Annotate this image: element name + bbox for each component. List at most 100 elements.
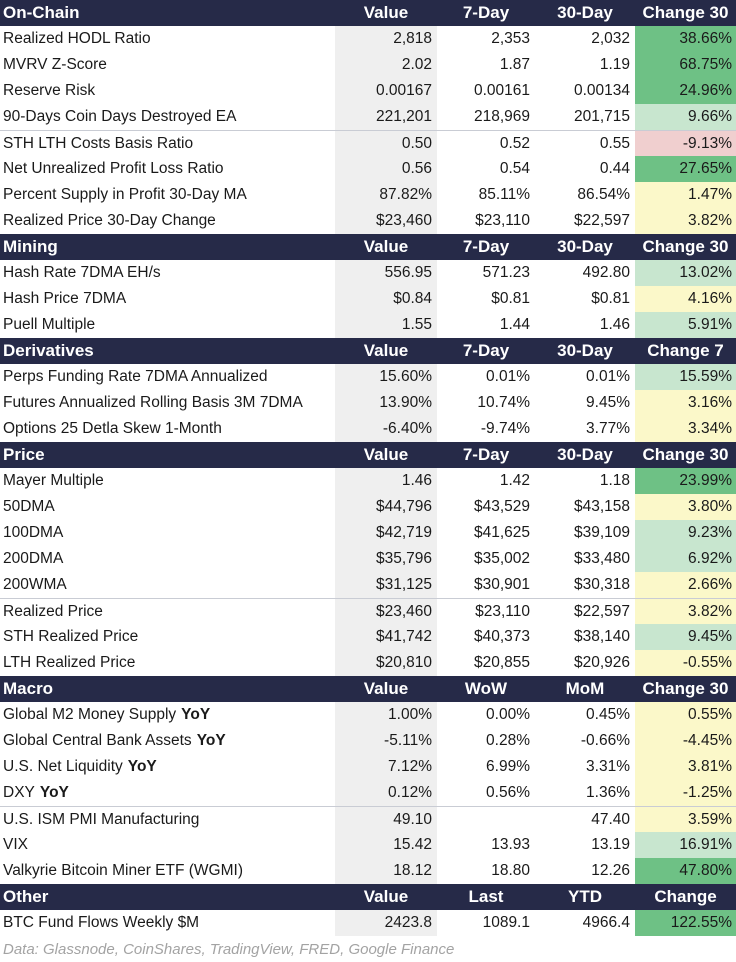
metric-name-cell: Puell Multiple <box>0 312 335 338</box>
metric-name: MVRV Z-Score <box>3 56 107 73</box>
change-cell: -1.25% <box>635 780 736 806</box>
month-cell: $22,597 <box>573 602 630 620</box>
section-header-derivatives: Derivatives Value 7-Day 30-Day Change 7 <box>0 338 736 364</box>
value-cell: 49.10 <box>335 807 437 832</box>
column-header: 30-Day <box>557 445 613 464</box>
table-row: 90-Days Coin Days Destroyed EA 221,201 218… <box>0 104 736 130</box>
metric-name-cell: Options 25 Detla Skew 1-Month <box>0 416 335 442</box>
column-header: 30-Day <box>557 341 613 360</box>
table-row: Realized Price $23,460 $23,110 $22,597 3.82% <box>0 598 736 624</box>
metric-name: U.S. Net Liquidity <box>3 758 123 775</box>
metric-name-cell: Mayer Multiple <box>0 468 335 494</box>
month-cell: 0.01% <box>586 368 630 385</box>
table-row: 200WMA $31,125 $30,901 $30,318 2.66% <box>0 572 736 598</box>
table-row: Options 25 Detla Skew 1-Month -6.40% -9.74… <box>0 416 736 442</box>
metric-name-cell: STH Realized Price <box>0 624 335 650</box>
metric-name-cell: 200WMA <box>0 572 335 598</box>
month-cell: 0.00134 <box>573 82 630 99</box>
metric-name: BTC Fund Flows Weekly $M <box>3 914 200 931</box>
section-title: Price <box>3 445 45 464</box>
table-row: Global Central Bank Assets YoY -5.11% 0.28%… <box>0 728 736 754</box>
month-cell: 2,032 <box>591 30 630 47</box>
change-cell: -0.55% <box>635 650 736 676</box>
table-row: Global M2 Money Supply YoY 1.00% 0.00% 0.45%… <box>0 702 736 728</box>
metric-name: STH Realized Price <box>3 628 139 645</box>
change-cell: 3.82% <box>635 208 736 234</box>
value-cell: 0.50 <box>335 131 437 156</box>
table-row: 50DMA $44,796 $43,529 $43,158 3.80% <box>0 494 736 520</box>
week-cell: 218,969 <box>473 108 530 125</box>
month-cell: 3.77% <box>586 420 630 437</box>
change-cell: 13.02% <box>635 260 736 286</box>
metric-name-cell: Global M2 Money Supply YoY <box>0 702 335 728</box>
week-cell: 13.93 <box>491 836 530 853</box>
metric-name: Futures Annualized Rolling Basis 3M 7DMA <box>3 394 303 411</box>
value-cell: $35,796 <box>335 546 437 572</box>
metric-name: Realized HODL Ratio <box>3 30 151 47</box>
week-cell: 1089.1 <box>482 914 530 931</box>
value-cell: 7.12% <box>335 754 437 780</box>
value-cell: 1.00% <box>335 702 437 728</box>
column-header: Value <box>363 887 409 906</box>
metric-name: 50DMA <box>3 498 55 515</box>
value-cell: 0.00167 <box>335 78 437 104</box>
month-cell: -0.66% <box>580 732 630 749</box>
table-row: VIX 15.42 13.93 13.19 16.91% <box>0 832 736 858</box>
column-header: 30-Day <box>557 237 613 256</box>
metric-name: Net Unrealized Profit Loss Ratio <box>3 160 224 177</box>
week-cell: 1.42 <box>499 472 530 489</box>
metric-name: STH LTH Costs Basis Ratio <box>3 134 194 152</box>
metric-name: Puell Multiple <box>3 316 96 333</box>
metric-name-cell: Futures Annualized Rolling Basis 3M 7DMA <box>0 390 335 416</box>
metric-name-cell: Reserve Risk <box>0 78 335 104</box>
section-header-on-chain: On-Chain Value 7-Day 30-Day Change 30 <box>0 0 736 26</box>
column-header: 7-Day <box>462 445 510 464</box>
metric-name-cell: MVRV Z-Score <box>0 52 335 78</box>
value-cell: $42,719 <box>335 520 437 546</box>
month-cell: $39,109 <box>573 524 630 541</box>
section-title: Mining <box>3 237 58 256</box>
month-cell: $22,597 <box>573 212 630 229</box>
value-cell: 2423.8 <box>335 910 437 936</box>
week-cell: $35,002 <box>473 550 530 567</box>
metric-name-cell: LTH Realized Price <box>0 650 335 676</box>
week-cell: 18.80 <box>491 862 530 879</box>
week-cell: $23,110 <box>475 212 530 229</box>
change-cell: 2.66% <box>635 572 736 598</box>
table-row: 100DMA $42,719 $41,625 $39,109 9.23% <box>0 520 736 546</box>
table-row: Perps Funding Rate 7DMA Annualized 15.60%… <box>0 364 736 390</box>
change-cell: 5.91% <box>635 312 736 338</box>
week-cell: 0.56% <box>486 784 530 801</box>
table-row: Net Unrealized Profit Loss Ratio 0.56 0.54… <box>0 156 736 182</box>
table-row: STH LTH Costs Basis Ratio 0.50 0.52 0.55 -9.… <box>0 130 736 156</box>
column-header: WoW <box>464 679 508 698</box>
section-header-mining: Mining Value 7-Day 30-Day Change 30 <box>0 234 736 260</box>
change-cell: 3.80% <box>635 494 736 520</box>
value-cell: 0.12% <box>335 780 437 806</box>
value-cell: $31,125 <box>335 572 437 598</box>
table-row: Puell Multiple 1.55 1.44 1.46 5.91% <box>0 312 736 338</box>
change-cell: 3.81% <box>635 754 736 780</box>
table-row: 200DMA $35,796 $35,002 $33,480 6.92% <box>0 546 736 572</box>
week-cell: 0.00161 <box>473 82 530 99</box>
column-header: Value <box>363 237 409 256</box>
value-cell: 221,201 <box>335 104 437 130</box>
value-cell: -6.40% <box>335 416 437 442</box>
change-cell: 122.55% <box>635 910 736 936</box>
change-cell: 4.16% <box>635 286 736 312</box>
value-cell: -5.11% <box>335 728 437 754</box>
metric-name-cell: 200DMA <box>0 546 335 572</box>
value-cell: 15.60% <box>335 364 437 390</box>
value-cell: 2,818 <box>335 26 437 52</box>
value-cell: 87.82% <box>335 182 437 208</box>
change-cell: 16.91% <box>635 832 736 858</box>
column-header: Change 30 <box>642 445 729 464</box>
table-row: MVRV Z-Score 2.02 1.87 1.19 68.75% <box>0 52 736 78</box>
metric-name: Valkyrie Bitcoin Miner ETF (WGMI) <box>3 862 243 879</box>
month-cell: 1.18 <box>599 472 630 489</box>
section-header-other: Other Value Last YTD Change <box>0 884 736 910</box>
week-cell: 0.28% <box>486 732 530 749</box>
month-cell: 86.54% <box>577 186 630 203</box>
table-row: LTH Realized Price $20,810 $20,855 $20,926-… <box>0 650 736 676</box>
section-header-price: Price Value 7-Day 30-Day Change 30 <box>0 442 736 468</box>
